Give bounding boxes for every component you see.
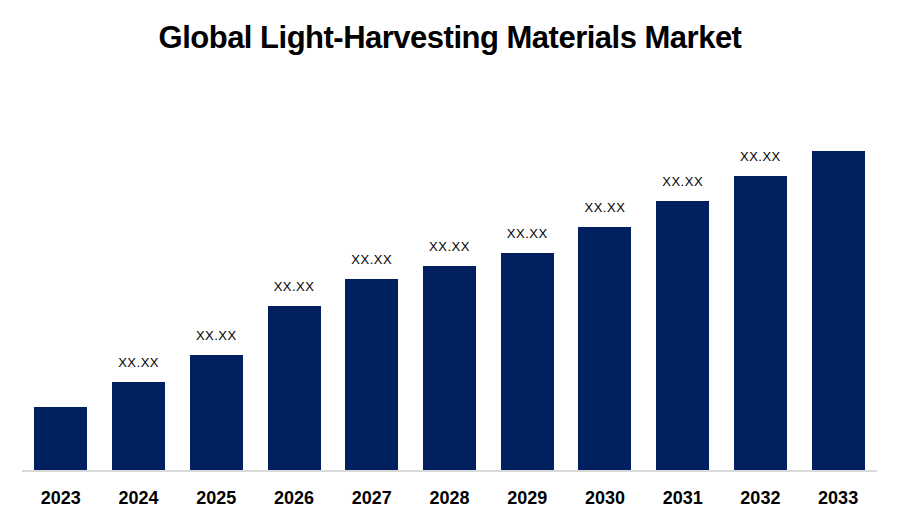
- x-axis-tick-label: 2027: [333, 488, 411, 508]
- chart-canvas: Global Light-Harvesting Materials Market…: [0, 0, 900, 525]
- bar-2024: [112, 382, 165, 470]
- x-axis-tick-label: 2032: [722, 488, 800, 508]
- bar-value-label: XX.XX: [644, 174, 722, 190]
- bar-value-label: XX.XX: [255, 279, 333, 295]
- bar-value-label: XX.XX: [566, 200, 644, 216]
- x-axis-tick-label: 2026: [255, 488, 333, 508]
- x-axis-line: [22, 470, 877, 472]
- bar-value-label: XX.XX: [722, 149, 800, 165]
- x-axis-tick-label: 2033: [799, 488, 877, 508]
- bar-value-label: XX.XX: [177, 328, 255, 344]
- bar-2032: [734, 176, 787, 470]
- bar-2023: [34, 407, 87, 470]
- x-axis-tick-label: 2025: [177, 488, 255, 508]
- bar-2033: [812, 151, 865, 470]
- x-axis-tick-label: 2030: [566, 488, 644, 508]
- x-axis-tick-label: 2023: [22, 488, 100, 508]
- bar-value-label: XX.XX: [411, 239, 489, 255]
- bar-value-label: XX.XX: [333, 252, 411, 268]
- x-axis-tick-label: 2028: [411, 488, 489, 508]
- x-axis-tick-label: 2024: [100, 488, 178, 508]
- plot-area: 2023 XX.XX 2024 XX.XX 2025 XX.XX 2026 XX.XX 2027…: [0, 0, 900, 525]
- bar-value-label: XX.XX: [488, 226, 566, 242]
- bar-2025: [190, 355, 243, 470]
- bar-2031: [656, 201, 709, 470]
- x-axis-tick-label: 2029: [488, 488, 566, 508]
- bar-2027: [345, 279, 398, 470]
- bar-2028: [423, 266, 476, 470]
- bar-2026: [268, 306, 321, 470]
- bar-value-label: XX.XX: [100, 355, 178, 371]
- bar-2030: [578, 227, 631, 470]
- bar-2029: [501, 253, 554, 470]
- x-axis-tick-label: 2031: [644, 488, 722, 508]
